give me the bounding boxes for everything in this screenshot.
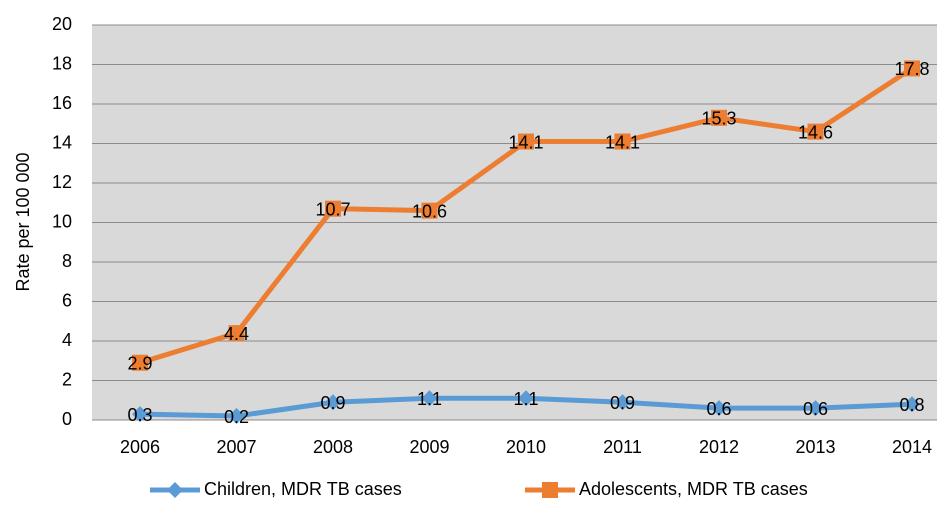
data-label: 4.4	[224, 324, 249, 344]
marker	[132, 406, 148, 423]
data-label: 0.9	[320, 393, 345, 413]
marker	[228, 325, 245, 342]
x-tick-label: 2009	[409, 437, 449, 457]
marker	[614, 394, 631, 411]
marker	[711, 400, 727, 417]
marker	[614, 133, 631, 150]
y-tick-label: 12	[52, 172, 72, 192]
x-tick-label: 2006	[120, 437, 160, 457]
x-tick-label: 2014	[892, 437, 932, 457]
marker	[904, 60, 920, 77]
marker	[421, 390, 438, 407]
y-tick-label: 8	[62, 251, 72, 271]
marker	[518, 390, 534, 407]
marker	[421, 202, 438, 219]
x-tick-label: 2012	[699, 437, 739, 457]
data-label: 15.3	[701, 109, 736, 129]
marker	[132, 354, 148, 371]
data-label: 2.9	[127, 353, 152, 373]
legend-marker	[167, 482, 183, 498]
y-axis-label: Rate per 100 000	[13, 152, 33, 291]
x-tick-label: 2007	[216, 437, 256, 457]
y-tick-label: 6	[62, 290, 72, 310]
data-label: 0.6	[803, 399, 828, 419]
data-label: 0.2	[224, 407, 249, 427]
marker	[325, 200, 341, 217]
data-label: 0.3	[127, 405, 152, 425]
data-label: 14.1	[508, 132, 543, 152]
marker	[807, 123, 824, 140]
legend-label: Children, MDR TB cases	[204, 479, 402, 499]
legend-label: Adolescents, MDR TB cases	[579, 479, 808, 499]
x-tick-label: 2010	[506, 437, 546, 457]
marker	[518, 133, 534, 150]
y-tick-label: 16	[52, 93, 72, 113]
marker	[325, 394, 341, 411]
data-label: 1.1	[417, 389, 442, 409]
data-label: 14.1	[605, 132, 640, 152]
y-tick-label: 2	[62, 369, 72, 389]
marker	[711, 109, 727, 126]
y-tick-label: 14	[52, 132, 72, 152]
y-tick-label: 20	[52, 14, 72, 34]
marker	[904, 396, 920, 413]
data-label: 0.6	[706, 399, 731, 419]
x-tick-label: 2013	[795, 437, 835, 457]
y-tick-label: 10	[52, 211, 72, 231]
y-tick-label: 0	[62, 409, 72, 429]
marker	[807, 400, 824, 417]
y-tick-label: 4	[62, 330, 72, 350]
data-label: 10.7	[315, 199, 350, 219]
y-tick-label: 18	[52, 53, 72, 73]
x-tick-label: 2011	[603, 437, 642, 457]
data-label: 17.8	[894, 59, 929, 79]
marker	[228, 408, 245, 425]
data-label: 0.8	[899, 395, 924, 415]
legend-marker	[542, 482, 558, 498]
data-label: 0.9	[610, 393, 635, 413]
data-label: 10.6	[412, 201, 447, 221]
data-label: 1.1	[513, 389, 538, 409]
data-label: 14.6	[798, 122, 833, 142]
x-tick-label: 2008	[313, 437, 353, 457]
